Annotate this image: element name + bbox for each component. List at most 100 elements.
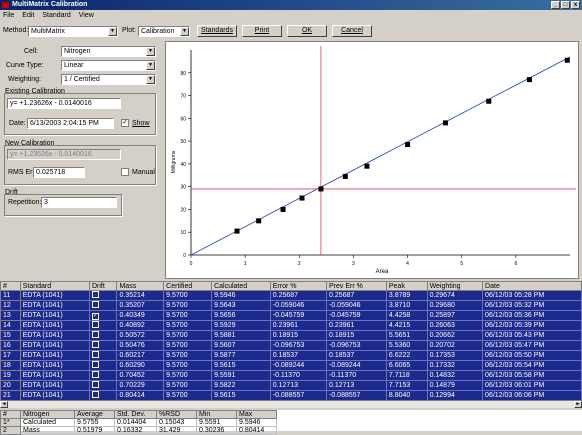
column-header[interactable]: Error % [269, 281, 328, 291]
table-cell: 8.8040 [386, 390, 428, 400]
minimize-button[interactable]: _ [551, 1, 560, 9]
cancel-button[interactable]: Cancel [332, 25, 372, 37]
column-header[interactable]: Weighting [426, 281, 484, 291]
drift-checkbox[interactable] [89, 360, 118, 371]
column-header[interactable]: Standard [19, 281, 90, 291]
table-cell: 0.17353 [427, 350, 484, 361]
drift-checkbox[interactable] [89, 320, 118, 331]
column-header[interactable]: Date [482, 281, 582, 291]
column-header[interactable]: Peak [385, 281, 428, 291]
table-cell: 9.5700 [163, 340, 213, 351]
chevron-down-icon[interactable]: ▼ [108, 27, 117, 36]
drift-checkbox[interactable] [89, 350, 118, 361]
column-header[interactable]: Drift [88, 281, 118, 291]
drift-checkbox[interactable]: ✓ [89, 310, 118, 321]
close-button[interactable]: x [571, 1, 580, 9]
table-row[interactable]: 14 EDTA (1041) 0.40892 9.5700 9.5929 0.23961 0… [0, 320, 582, 331]
stats-cell: Calculated [20, 418, 75, 427]
table-cell: 9.5700 [163, 310, 213, 321]
table-cell: 0.20702 [427, 340, 484, 351]
maximize-button[interactable]: □ [561, 1, 570, 9]
table-row[interactable]: 18 EDTA (1041) 0.60290 9.5700 9.5615 -0.08924… [0, 360, 582, 371]
table-row[interactable]: 13 EDTA (1041) ✓ 0.40349 9.5700 9.5656 -0.0457… [0, 310, 582, 321]
drift-checkbox[interactable] [89, 380, 118, 391]
table-row[interactable]: 21 EDTA (1041) 0.80414 9.5700 9.5615 -0.08855… [0, 390, 582, 400]
table-cell: 06/12/03 05:39 PM [482, 320, 582, 331]
menu-edit[interactable]: Edit [22, 12, 35, 19]
table-cell: 0.18915 [326, 330, 387, 341]
scroll-right-icon[interactable]: ► [574, 401, 582, 408]
repetition-field[interactable]: 3 [41, 197, 117, 208]
curve-type-select[interactable]: Linear ▼ [61, 60, 156, 71]
table-row[interactable]: 16 EDTA (1041) 0.50476 9.5700 9.5607 -0.09675… [0, 340, 582, 351]
stats-cell: 9.5755 [74, 418, 115, 427]
table-row[interactable]: 20 EDTA (1041) 0.70229 9.5700 9.5822 0.12713 0… [0, 380, 582, 391]
column-header[interactable]: Calculated [211, 281, 271, 291]
ok-button[interactable]: OK [287, 25, 327, 37]
y-axis-label: Milligrams [171, 150, 177, 173]
chevron-down-icon[interactable]: ▼ [146, 75, 155, 84]
table-cell: 0.25897 [427, 310, 484, 321]
column-header[interactable]: # [0, 281, 21, 291]
print-button[interactable]: Print [242, 25, 282, 37]
plot-select[interactable]: Calibration ▼ [138, 26, 190, 37]
table-row[interactable]: 11 EDTA (1041) 0.35214 9.5700 9.5946 0.25687 0… [0, 290, 582, 301]
manual-label: Manual [132, 169, 155, 176]
drift-checkbox[interactable] [89, 340, 118, 351]
table-row[interactable]: 17 EDTA (1041) 0.60217 9.5700 9.5877 0.18537 0… [0, 350, 582, 361]
table-cell: -0.059046 [326, 300, 387, 311]
data-point [299, 195, 305, 201]
weighting-select[interactable]: 1 / Certified ▼ [61, 74, 156, 85]
chevron-down-icon[interactable]: ▼ [146, 47, 155, 56]
table-row[interactable]: 19 EDTA (1041) 0.70452 9.5700 9.5591 -0.11370… [0, 370, 582, 381]
menu-file[interactable]: File [3, 12, 15, 19]
chevron-down-icon[interactable]: ▼ [180, 27, 189, 36]
table-cell: 9.5822 [211, 380, 271, 391]
manual-checkbox[interactable] [121, 168, 129, 176]
chevron-down-icon[interactable]: ▼ [146, 61, 155, 70]
existing-equation-field: y= +1.23626x - 0.0140016 [7, 98, 121, 109]
drift-checkbox[interactable] [89, 330, 118, 341]
table-cell: 9.5656 [211, 310, 271, 321]
data-point [256, 218, 262, 224]
table-cell: 9.5700 [163, 300, 213, 311]
table-cell: 9.5700 [163, 370, 213, 381]
stats-row: 1* Calculated 9.5755 0.014404 0.15043 9.5591 9… [0, 418, 277, 427]
drift-checkbox[interactable] [89, 300, 118, 311]
method-select[interactable]: MultiMatrix ▼ [28, 26, 118, 37]
show-checkbox[interactable]: ✓ [121, 119, 129, 127]
column-header[interactable]: Certified [163, 281, 213, 291]
calibration-panel: Cell: Nitrogen ▼ Curve Type: Linear ▼ We… [3, 41, 164, 279]
x-tick-label: 6 [514, 261, 517, 267]
table-cell: 0.26063 [427, 320, 484, 331]
scroll-left-icon[interactable]: ◄ [0, 401, 8, 408]
table-cell: 9.5700 [163, 380, 213, 391]
table-cell: 9.5881 [211, 330, 271, 341]
stats-column-header: Nitrogen [20, 410, 75, 419]
calibration-chart[interactable]: 0 1 2 3 4 5 6 0 10 20 30 40 50 60 70 80 Area Milligrams [165, 41, 579, 279]
table-row[interactable]: 12 EDTA (1041) 0.35207 9.5700 9.5643 -0.05904… [0, 300, 582, 311]
stats-column-header: Average [74, 410, 115, 419]
drift-checkbox[interactable] [89, 290, 118, 301]
standards-button[interactable]: Standards [197, 25, 237, 37]
table-cell: 0.25687 [326, 290, 387, 301]
horizontal-scrollbar[interactable]: ◄ ► [0, 400, 582, 408]
menu-view[interactable]: View [78, 12, 94, 19]
drift-checkbox[interactable] [89, 370, 118, 381]
table-cell: 9.5700 [163, 330, 213, 341]
table-cell: 4.4258 [386, 310, 428, 321]
table-cell: 0.12713 [326, 380, 387, 391]
table-row[interactable]: 15 EDTA (1041) 0.50572 9.5700 9.5881 0.18915 0… [0, 330, 582, 341]
table-cell: -0.11370 [326, 370, 387, 381]
row-number: 17 [0, 350, 21, 361]
row-number: 15 [0, 330, 21, 341]
table-cell: -0.045759 [270, 310, 328, 321]
menu-standard[interactable]: Standard [42, 12, 71, 19]
drift-label: Drift [5, 189, 18, 196]
column-header[interactable]: Prev Err % [326, 281, 387, 291]
column-header[interactable]: Mass [116, 281, 165, 291]
drift-checkbox[interactable] [89, 390, 118, 400]
curve-type-value: Linear [64, 62, 84, 69]
cell-select[interactable]: Nitrogen ▼ [61, 46, 156, 57]
